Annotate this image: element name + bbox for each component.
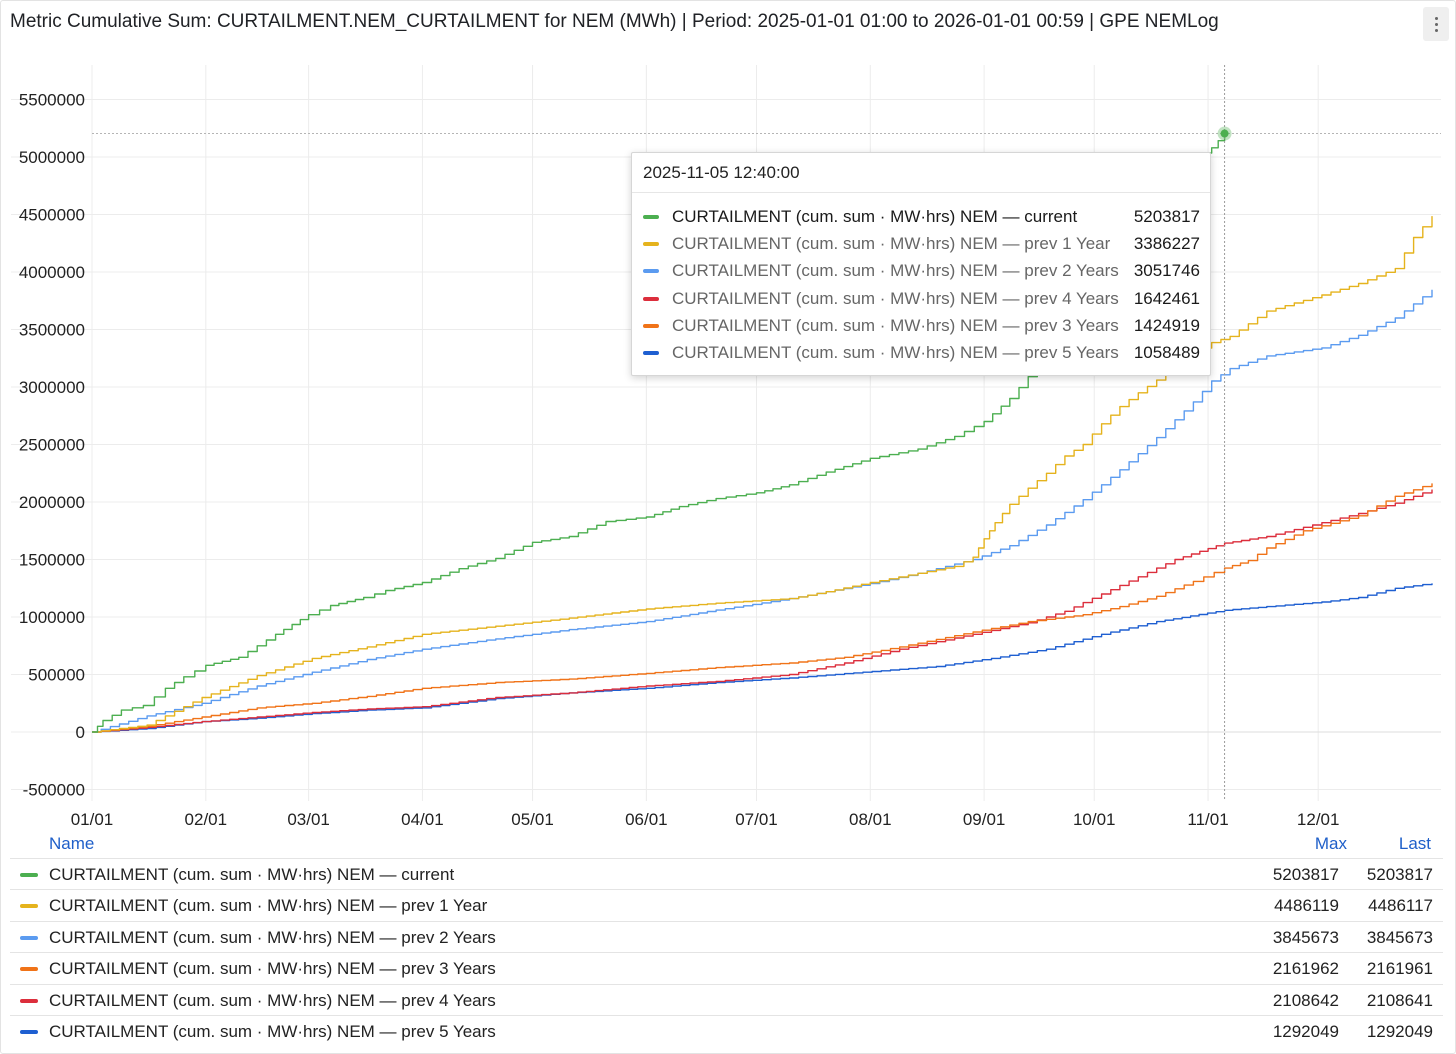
- series-swatch-icon: [643, 323, 659, 328]
- line-chart[interactable]: -500000 0 500000 1000000 1500000 2000000 25000…: [1, 1, 1456, 831]
- tooltip-row: CURTAILMENT (cum. sum · MW·hrs) NEM — pr…: [643, 312, 1200, 339]
- x-tick-label: 06/01: [625, 810, 668, 829]
- x-tick-label: 11/01: [1187, 810, 1228, 829]
- series-swatch-icon: [20, 967, 38, 972]
- y-tick-label: 2500000: [19, 436, 85, 455]
- y-tick-label: 3000000: [19, 378, 85, 397]
- tooltip-row: CURTAILMENT (cum. sum · MW·hrs) NEM — cu…: [643, 203, 1200, 230]
- vertical-ellipsis-icon[interactable]: [1423, 7, 1449, 41]
- y-tick-label: 5000000: [19, 148, 85, 167]
- series-line: [92, 289, 1433, 733]
- series-swatch-icon: [643, 269, 659, 274]
- legend-table: Name Max Last CURTAILMENT (cum. sum · MW…: [10, 831, 1443, 1046]
- x-tick-label: 08/01: [849, 810, 892, 829]
- x-tick-label: 05/01: [511, 810, 554, 829]
- x-tick-label: 07/01: [735, 810, 778, 829]
- legend-row[interactable]: CURTAILMENT (cum. sum · MW·hrs) NEM — pr…: [10, 983, 1443, 1015]
- series-swatch-icon: [643, 241, 659, 246]
- legend-row[interactable]: CURTAILMENT (cum. sum · MW·hrs) NEM — cu…: [10, 858, 1443, 889]
- tooltip-row: CURTAILMENT (cum. sum · MW·hrs) NEM — pr…: [643, 258, 1200, 285]
- legend-header: Name Max Last: [10, 831, 1443, 858]
- y-tick-label: 1500000: [19, 551, 85, 570]
- y-tick-label: 4000000: [19, 263, 85, 282]
- legend-row[interactable]: CURTAILMENT (cum. sum · MW·hrs) NEM — pr…: [10, 1014, 1443, 1046]
- hover-point: [1220, 129, 1229, 138]
- tooltip-divider: [632, 192, 1210, 193]
- tooltip-row: CURTAILMENT (cum. sum · MW·hrs) NEM — pr…: [643, 285, 1200, 312]
- series-swatch-icon: [20, 904, 38, 909]
- legend-row[interactable]: CURTAILMENT (cum. sum · MW·hrs) NEM — pr…: [10, 889, 1443, 920]
- hover-tooltip: 2025-11-05 12:40:00 CURTAILMENT (cum. su…: [631, 152, 1211, 376]
- y-tick-label: 0: [76, 723, 85, 742]
- tooltip-row: CURTAILMENT (cum. sum · MW·hrs) NEM — pr…: [643, 339, 1200, 366]
- x-tick-label: 09/01: [963, 810, 1006, 829]
- x-tick-label: 01/01: [71, 810, 114, 829]
- y-tick-label: 1000000: [19, 608, 85, 627]
- series-line: [92, 583, 1433, 733]
- series-swatch-icon: [20, 1029, 38, 1034]
- series-line: [92, 489, 1433, 733]
- series-swatch-icon: [643, 296, 659, 301]
- tooltip-timestamp: 2025-11-05 12:40:00: [643, 163, 800, 182]
- legend-header-max[interactable]: Max: [1314, 834, 1347, 853]
- y-tick-label: 500000: [28, 666, 85, 685]
- x-tick-label: 03/01: [287, 810, 330, 829]
- series-swatch-icon: [20, 998, 38, 1003]
- legend-header-last[interactable]: Last: [1398, 834, 1431, 853]
- legend-row[interactable]: CURTAILMENT (cum. sum · MW·hrs) NEM — pr…: [10, 920, 1443, 952]
- y-tick-label: 4500000: [19, 206, 85, 225]
- x-tick-label: 04/01: [401, 810, 444, 829]
- legend-row[interactable]: CURTAILMENT (cum. sum · MW·hrs) NEM — pr…: [10, 952, 1443, 983]
- series-swatch-icon: [643, 351, 659, 356]
- series-swatch-icon: [20, 935, 38, 940]
- series-swatch-icon: [20, 873, 38, 877]
- y-tick-label: 5500000: [19, 91, 85, 110]
- y-tick-label: 2000000: [19, 493, 85, 512]
- series-line: [92, 483, 1433, 733]
- legend-header-name[interactable]: Name: [49, 834, 95, 853]
- x-tick-label: 10/01: [1073, 810, 1116, 829]
- x-tick-label: 12/01: [1297, 810, 1340, 829]
- series-swatch-icon: [643, 214, 659, 219]
- x-tick-label: 02/01: [185, 810, 228, 829]
- y-tick-label: 3500000: [19, 321, 85, 340]
- tooltip-row: CURTAILMENT (cum. sum · MW·hrs) NEM — pr…: [643, 230, 1200, 257]
- panel-title: Metric Cumulative Sum: CURTAILMENT.NEM_C…: [10, 11, 1219, 32]
- y-tick-label: -500000: [23, 781, 85, 800]
